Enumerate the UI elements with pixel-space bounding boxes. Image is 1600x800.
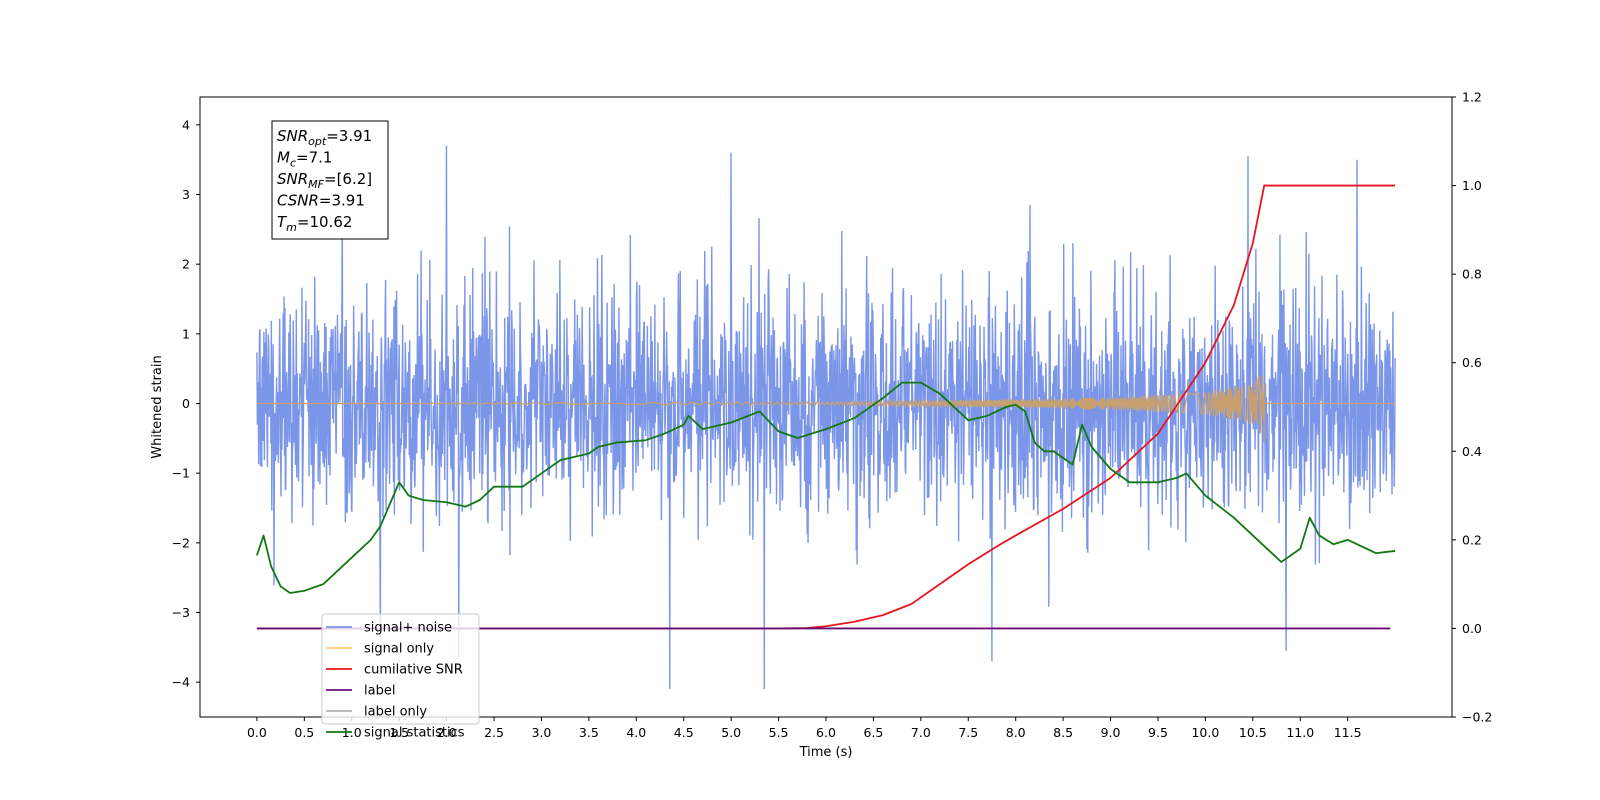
x-axis-label: Time (s) [799, 745, 853, 760]
x-tick-label: 11.0 [1286, 725, 1314, 740]
x-tick-label: 8.0 [1006, 725, 1026, 740]
x-tick-label: 10.5 [1239, 725, 1267, 740]
annotation-line: Mc=7.1 [277, 149, 332, 170]
x-tick-label: 11.5 [1334, 725, 1362, 740]
y2-tick-label: −0.2 [1462, 710, 1492, 725]
x-tick-label: 6.5 [863, 725, 883, 740]
y-tick-label: 3 [182, 187, 190, 202]
legend-entry: label [364, 684, 395, 699]
x-tick-label: 7.0 [911, 725, 931, 740]
annotation-symbol: SNR [277, 170, 308, 188]
y-tick-label: 0 [182, 396, 190, 411]
annotation-line: Tm=10.62 [277, 213, 352, 234]
annotation-subscript: c [290, 157, 296, 170]
x-tick-label: 10.0 [1191, 725, 1219, 740]
annotation-line: SNRMF=[6.2] [277, 170, 372, 191]
series-cumilative-snr [256, 184, 1396, 630]
x-tick-label: 1.5 [389, 725, 409, 740]
y-tick-label: −4 [172, 675, 190, 690]
y-tick-label: 2 [182, 257, 190, 272]
x-tick-label: 0.5 [294, 725, 314, 740]
legend-entry: label only [364, 705, 427, 720]
x-tick-label: 0.0 [247, 725, 267, 740]
annotation-symbol: T [277, 213, 288, 231]
x-tick-label: 9.0 [1101, 725, 1121, 740]
legend-entry: signal+ noise [364, 621, 452, 636]
y-tick-label: −1 [172, 466, 190, 481]
y-tick-label: −2 [172, 535, 190, 550]
x-tick-label: 3.5 [579, 725, 599, 740]
x-tick-label: 4.5 [674, 725, 694, 740]
x-tick-label: 4.0 [626, 725, 646, 740]
x-tick-label: 8.5 [1053, 725, 1073, 740]
y2-tick-label: 0.8 [1462, 267, 1482, 282]
y2-tick-label: 0.0 [1462, 621, 1482, 636]
y-axis-right: −0.2 0.0 0.2 0.4 0.6 0.8 1.0 1.2 [1452, 90, 1492, 725]
y2-tick-label: 0.6 [1462, 355, 1482, 370]
legend-frame [321, 613, 480, 725]
annotation-symbol: SNR [277, 127, 308, 145]
annotation-line: SNRopt=3.91 [277, 127, 372, 148]
y2-tick-label: 1.0 [1462, 178, 1482, 193]
y-axis-left: −4 −3 −2 −1 0 1 2 3 4 [172, 117, 200, 690]
annotation-value: =7.1 [296, 149, 332, 167]
x-tick-label: 3.0 [532, 725, 552, 740]
annotation-subscript: m [286, 221, 297, 234]
y2-tick-label: 1.2 [1462, 90, 1482, 105]
annotation-value: =10.62 [297, 213, 353, 231]
legend-entry: signal only [364, 642, 434, 657]
x-tick-label: 5.5 [769, 725, 789, 740]
x-axis: 0.0 0.5 1.0 1.5 2.0 2.5 3.0 3.5 4.0 4.5 5.0 5.5 6.0 6… [247, 717, 1362, 740]
x-tick-label: 6.0 [816, 725, 836, 740]
legend-entry: cumilative SNR [364, 663, 463, 678]
annotation-value: =3.91 [326, 127, 372, 145]
series-signal-statistics [256, 381, 1396, 594]
y2-tick-label: 0.4 [1462, 444, 1482, 459]
annotation-value: =[6.2] [324, 170, 372, 188]
x-tick-label: 2.0 [437, 725, 457, 740]
x-tick-label: 5.0 [721, 725, 741, 740]
annotation-line: CSNR=3.91 [277, 192, 365, 210]
annotation-frame [271, 120, 389, 240]
x-tick-label: 7.5 [958, 725, 978, 740]
legend: signal+ noise signal only cumilative SNR la… [321, 613, 480, 741]
x-tick-label: 9.5 [1148, 725, 1168, 740]
annotation-value: =3.91 [319, 192, 365, 210]
y-tick-label: 1 [182, 326, 190, 341]
y-tick-label: 4 [182, 117, 190, 132]
x-tick-label: 2.5 [484, 725, 504, 740]
annotation-symbol: M [277, 149, 290, 167]
legend-entry: signal statistics [364, 726, 465, 741]
y-axis-label: Whitened strain [150, 355, 165, 458]
annotation-subscript: MF [308, 178, 324, 191]
annotation-symbol: CSNR [277, 192, 319, 210]
stats-annotation-box: SNRopt=3.91Mc=7.1SNRMF=[6.2]CSNR=3.91Tm=… [271, 120, 389, 240]
annotation-subscript: opt [308, 135, 327, 148]
series-signal-only [256, 373, 1396, 442]
y-tick-label: −3 [172, 605, 190, 620]
y2-tick-label: 0.2 [1462, 532, 1482, 547]
